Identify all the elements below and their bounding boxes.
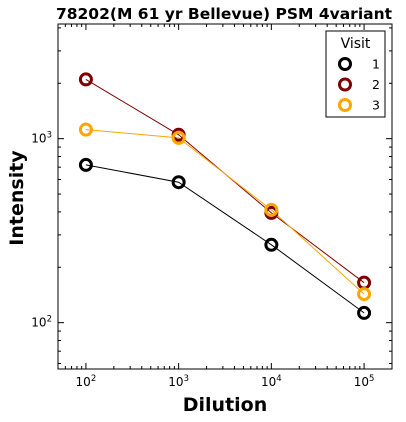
data-point-1 [78, 157, 93, 172]
data-point-1 [264, 237, 279, 252]
data-point-2 [78, 72, 93, 87]
data-point-3 [264, 202, 279, 217]
y-axis-label: Intensity [6, 150, 28, 246]
chart-title: 78202(M 61 yr Bellevue) PSM 4variant [56, 5, 393, 23]
series-line-1 [85, 164, 365, 314]
x-tick-label: 103 [168, 374, 189, 389]
data-point-3 [357, 287, 372, 302]
data-point-3 [78, 122, 93, 137]
legend-marker-3 [338, 98, 352, 112]
series-layer [78, 72, 372, 320]
y-tick-label: 102 [31, 315, 52, 330]
x-tick-label: 105 [354, 374, 375, 389]
legend-label-2: 2 [372, 77, 380, 92]
series-line-3 [85, 129, 365, 295]
legend-marker-1 [338, 57, 352, 71]
y-tick-label: 103 [31, 131, 52, 146]
legend-marker-2 [338, 77, 352, 92]
axis-ticks: 102 103 104 105 102 103 [31, 24, 393, 389]
data-point-1 [171, 175, 186, 190]
legend-box [325, 30, 386, 118]
x-axis-label: Dilution [183, 394, 268, 416]
legend-items: 1 2 3 [338, 57, 380, 113]
legend: Visit 1 2 3 [325, 30, 386, 118]
legend-title: Visit [341, 36, 371, 52]
legend-label-3: 3 [372, 98, 380, 113]
series-line-2 [85, 78, 365, 284]
x-tick-label: 102 [76, 374, 97, 389]
x-tick-label: 104 [261, 374, 282, 389]
data-point-1 [357, 305, 372, 320]
plot-area [57, 23, 393, 370]
data-point-3 [171, 130, 186, 145]
legend-label-1: 1 [372, 57, 380, 72]
